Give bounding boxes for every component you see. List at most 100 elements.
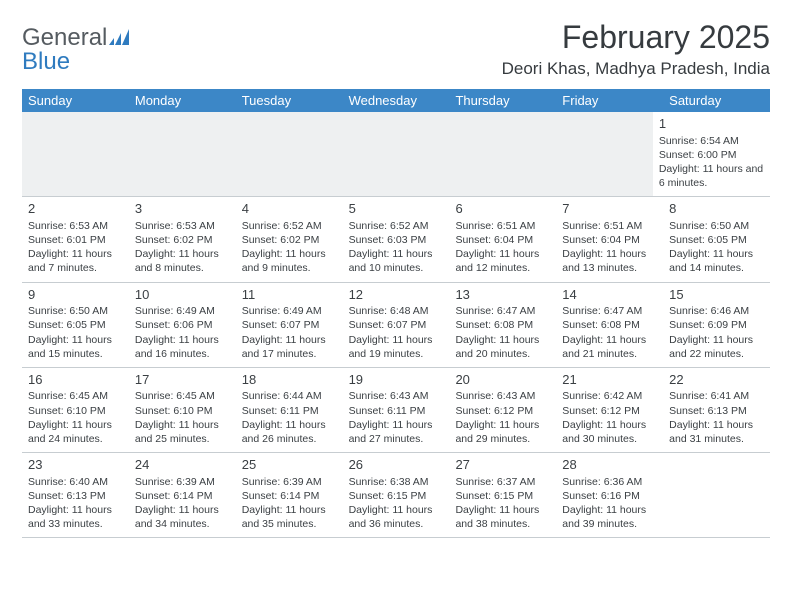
calendar-day: 2Sunrise: 6:53 AMSunset: 6:01 PMDaylight…	[22, 197, 129, 281]
calendar-empty	[127, 112, 232, 196]
sunrise-line: Sunrise: 6:43 AM	[455, 389, 550, 403]
sunrise-line: Sunrise: 6:39 AM	[135, 475, 230, 489]
sunrise-line: Sunrise: 6:38 AM	[349, 475, 444, 489]
day-header: Wednesday	[343, 89, 450, 112]
day-header: Sunday	[22, 89, 129, 112]
daylight-line: Daylight: 11 hours and 9 minutes.	[242, 247, 337, 275]
calendar-day: 23Sunrise: 6:40 AMSunset: 6:13 PMDayligh…	[22, 453, 129, 537]
calendar-day: 19Sunrise: 6:43 AMSunset: 6:11 PMDayligh…	[343, 368, 450, 452]
sunset-line: Sunset: 6:16 PM	[562, 489, 657, 503]
day-number: 2	[28, 200, 123, 218]
day-number: 25	[242, 456, 337, 474]
logo: General Blue	[22, 20, 131, 74]
calendar-day: 9Sunrise: 6:50 AMSunset: 6:05 PMDaylight…	[22, 283, 129, 367]
calendar-week: 1Sunrise: 6:54 AMSunset: 6:00 PMDaylight…	[22, 112, 770, 197]
daylight-line: Daylight: 11 hours and 10 minutes.	[349, 247, 444, 275]
daylight-line: Daylight: 11 hours and 24 minutes.	[28, 418, 123, 446]
sunset-line: Sunset: 6:03 PM	[349, 233, 444, 247]
sunrise-line: Sunrise: 6:45 AM	[135, 389, 230, 403]
calendar-day: 11Sunrise: 6:49 AMSunset: 6:07 PMDayligh…	[236, 283, 343, 367]
day-number: 23	[28, 456, 123, 474]
sunrise-line: Sunrise: 6:36 AM	[562, 475, 657, 489]
calendar-week: 16Sunrise: 6:45 AMSunset: 6:10 PMDayligh…	[22, 368, 770, 453]
sunrise-line: Sunrise: 6:41 AM	[669, 389, 764, 403]
sunrise-line: Sunrise: 6:43 AM	[349, 389, 444, 403]
daylight-line: Daylight: 11 hours and 25 minutes.	[135, 418, 230, 446]
sunrise-line: Sunrise: 6:50 AM	[669, 219, 764, 233]
sunset-line: Sunset: 6:09 PM	[669, 318, 764, 332]
daylight-line: Daylight: 11 hours and 34 minutes.	[135, 503, 230, 531]
calendar-week: 23Sunrise: 6:40 AMSunset: 6:13 PMDayligh…	[22, 453, 770, 538]
day-number: 22	[669, 371, 764, 389]
calendar-day: 17Sunrise: 6:45 AMSunset: 6:10 PMDayligh…	[129, 368, 236, 452]
day-number: 19	[349, 371, 444, 389]
sunrise-line: Sunrise: 6:48 AM	[349, 304, 444, 318]
calendar-day: 15Sunrise: 6:46 AMSunset: 6:09 PMDayligh…	[663, 283, 770, 367]
sunset-line: Sunset: 6:07 PM	[349, 318, 444, 332]
calendar-day: 12Sunrise: 6:48 AMSunset: 6:07 PMDayligh…	[343, 283, 450, 367]
sunset-line: Sunset: 6:13 PM	[28, 489, 123, 503]
calendar-day: 16Sunrise: 6:45 AMSunset: 6:10 PMDayligh…	[22, 368, 129, 452]
sunset-line: Sunset: 6:08 PM	[455, 318, 550, 332]
daylight-line: Daylight: 11 hours and 17 minutes.	[242, 333, 337, 361]
calendar-day: 28Sunrise: 6:36 AMSunset: 6:16 PMDayligh…	[556, 453, 663, 537]
daylight-line: Daylight: 11 hours and 7 minutes.	[28, 247, 123, 275]
day-number: 12	[349, 286, 444, 304]
daylight-line: Daylight: 11 hours and 29 minutes.	[455, 418, 550, 446]
sunset-line: Sunset: 6:06 PM	[135, 318, 230, 332]
calendar-day: 10Sunrise: 6:49 AMSunset: 6:06 PMDayligh…	[129, 283, 236, 367]
daylight-line: Daylight: 11 hours and 31 minutes.	[669, 418, 764, 446]
sunrise-line: Sunrise: 6:51 AM	[562, 219, 657, 233]
logo-word-1: General	[22, 24, 107, 51]
sunrise-line: Sunrise: 6:52 AM	[349, 219, 444, 233]
sunset-line: Sunset: 6:15 PM	[455, 489, 550, 503]
day-number: 14	[562, 286, 657, 304]
calendar-day: 1Sunrise: 6:54 AMSunset: 6:00 PMDaylight…	[653, 112, 770, 196]
sunrise-line: Sunrise: 6:49 AM	[242, 304, 337, 318]
day-number: 28	[562, 456, 657, 474]
sunrise-line: Sunrise: 6:50 AM	[28, 304, 123, 318]
sunrise-line: Sunrise: 6:51 AM	[455, 219, 550, 233]
sunset-line: Sunset: 6:04 PM	[455, 233, 550, 247]
logo-text: General Blue	[22, 26, 131, 74]
logo-word-2: Blue	[22, 48, 70, 75]
calendar-week: 2Sunrise: 6:53 AMSunset: 6:01 PMDaylight…	[22, 197, 770, 282]
daylight-line: Daylight: 11 hours and 33 minutes.	[28, 503, 123, 531]
day-number: 13	[455, 286, 550, 304]
sunset-line: Sunset: 6:10 PM	[28, 404, 123, 418]
day-number: 11	[242, 286, 337, 304]
calendar-day: 26Sunrise: 6:38 AMSunset: 6:15 PMDayligh…	[343, 453, 450, 537]
sunset-line: Sunset: 6:10 PM	[135, 404, 230, 418]
daylight-line: Daylight: 11 hours and 38 minutes.	[455, 503, 550, 531]
day-number: 4	[242, 200, 337, 218]
sunrise-line: Sunrise: 6:37 AM	[455, 475, 550, 489]
day-number: 9	[28, 286, 123, 304]
day-number: 24	[135, 456, 230, 474]
sunset-line: Sunset: 6:05 PM	[669, 233, 764, 247]
day-number: 26	[349, 456, 444, 474]
calendar-day: 21Sunrise: 6:42 AMSunset: 6:12 PMDayligh…	[556, 368, 663, 452]
calendar-day: 22Sunrise: 6:41 AMSunset: 6:13 PMDayligh…	[663, 368, 770, 452]
day-number: 15	[669, 286, 764, 304]
sunrise-line: Sunrise: 6:47 AM	[562, 304, 657, 318]
sunset-line: Sunset: 6:08 PM	[562, 318, 657, 332]
day-header: Thursday	[449, 89, 556, 112]
daylight-line: Daylight: 11 hours and 14 minutes.	[669, 247, 764, 275]
calendar-empty	[232, 112, 337, 196]
day-header: Friday	[556, 89, 663, 112]
daylight-line: Daylight: 11 hours and 12 minutes.	[455, 247, 550, 275]
daylight-line: Daylight: 11 hours and 36 minutes.	[349, 503, 444, 531]
calendar-day: 14Sunrise: 6:47 AMSunset: 6:08 PMDayligh…	[556, 283, 663, 367]
sunrise-line: Sunrise: 6:42 AM	[562, 389, 657, 403]
day-number: 6	[455, 200, 550, 218]
daylight-line: Daylight: 11 hours and 35 minutes.	[242, 503, 337, 531]
calendar-empty	[337, 112, 442, 196]
calendar-day: 25Sunrise: 6:39 AMSunset: 6:14 PMDayligh…	[236, 453, 343, 537]
sunset-line: Sunset: 6:15 PM	[349, 489, 444, 503]
daylight-line: Daylight: 11 hours and 26 minutes.	[242, 418, 337, 446]
calendar: SundayMondayTuesdayWednesdayThursdayFrid…	[22, 89, 770, 538]
daylight-line: Daylight: 11 hours and 13 minutes.	[562, 247, 657, 275]
daylight-line: Daylight: 11 hours and 16 minutes.	[135, 333, 230, 361]
daylight-line: Daylight: 11 hours and 21 minutes.	[562, 333, 657, 361]
calendar-empty	[663, 453, 770, 537]
